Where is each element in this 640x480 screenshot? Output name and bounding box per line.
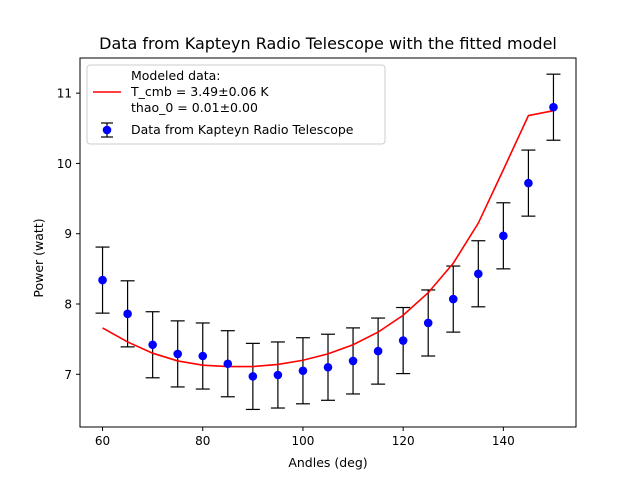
data-point (448, 294, 458, 304)
data-point (549, 102, 558, 112)
legend-model-text: T_cmb = 3.49±0.06 K (130, 84, 269, 99)
plot-area (95, 73, 561, 411)
y-tick-label: 10 (57, 157, 72, 171)
data-point (474, 269, 483, 279)
legend-model-text: Modeled data: (131, 68, 221, 83)
data-point (373, 346, 383, 356)
legend: Modeled data:T_cmb = 3.49±0.06 K thao_0 … (86, 64, 386, 145)
x-axis-label: Andles (deg) (288, 455, 367, 470)
data-point (173, 349, 182, 359)
x-tick-label: 60 (95, 434, 110, 448)
x-tick-label: 120 (392, 434, 415, 448)
chart-title: Data from Kapteyn Radio Telescope with t… (99, 34, 557, 53)
data-point (98, 275, 107, 285)
y-axis-label: Power (watt) (31, 218, 46, 297)
y-tick-label: 7 (64, 368, 72, 382)
fit-line (102, 109, 554, 368)
data-point (524, 178, 533, 188)
y-tick-label: 9 (64, 227, 72, 241)
y-tick-label: 8 (64, 298, 72, 312)
data-point (198, 351, 208, 361)
data-point (323, 362, 333, 372)
data-point (499, 231, 508, 241)
legend-box (86, 64, 386, 145)
data-point (298, 366, 308, 376)
axes-frame (79, 57, 577, 428)
legend-point-swatch (102, 125, 112, 135)
data-point (123, 309, 132, 319)
data-point (148, 340, 157, 350)
x-tick-label: 100 (291, 434, 314, 448)
x-tick-label: 80 (195, 434, 210, 448)
data-point (248, 372, 258, 381)
data-point (223, 359, 233, 369)
data-point (273, 370, 283, 380)
data-point (398, 336, 408, 345)
axes: 60 80 100 120 140 7 8 9 10 11 (57, 57, 577, 448)
data-point (348, 356, 358, 366)
data-point (423, 318, 433, 328)
y-tick-label: 11 (57, 87, 72, 101)
legend-data-text: Data from Kapteyn Radio Telescope (131, 122, 354, 137)
x-tick-label: 140 (492, 434, 515, 448)
legend-model-text: thao_0 = 0.01±0.00 (131, 100, 258, 115)
